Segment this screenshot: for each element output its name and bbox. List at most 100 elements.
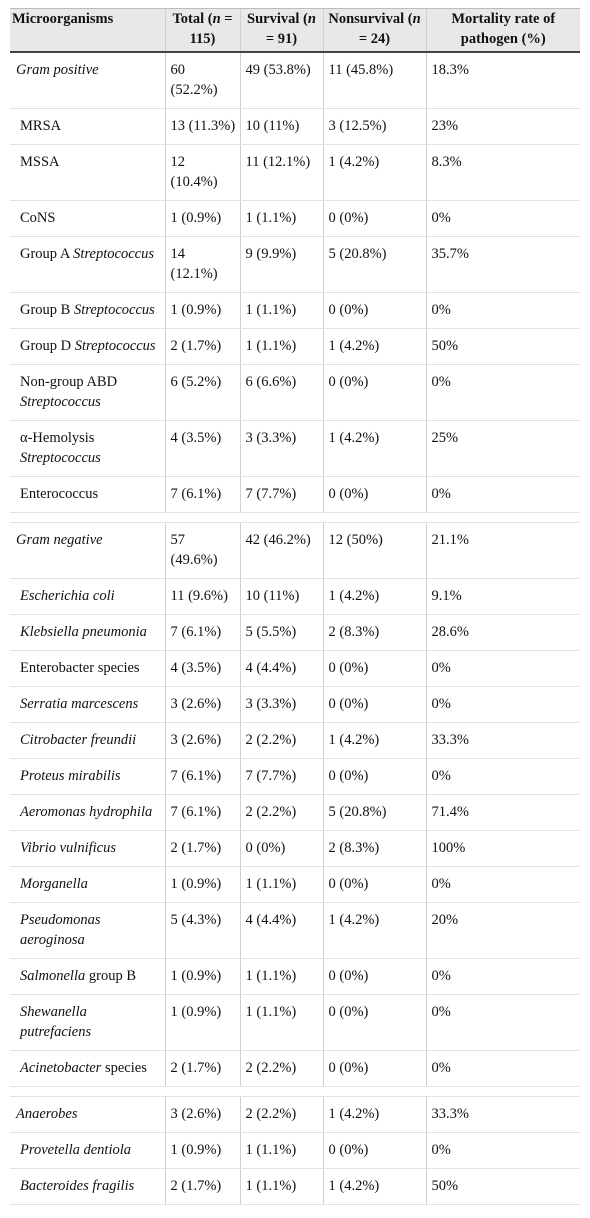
text-run: Group B: [20, 302, 74, 318]
header-cell: Mortality rate of pathogen (%): [425, 8, 580, 53]
row-label: Shewanella putrefaciens: [10, 994, 165, 1051]
row-label: Provetella dentiola: [10, 1132, 165, 1169]
gap-cell: [240, 512, 323, 523]
table-cell: 3 (12.5%): [322, 108, 426, 145]
table-row: Group A Streptococcus 14 (12.1%) 9 (9.9%) 5…: [10, 236, 580, 293]
table-cell: 0 (0%): [322, 1132, 426, 1169]
table-row: Provetella dentiola 1 (0.9%) 1 (1.1%) 0 (0%…: [10, 1132, 580, 1169]
table-cell: 0%: [425, 476, 580, 513]
text-run: Bacteroides fragilis: [20, 1178, 135, 1194]
gap-cell: [240, 1086, 323, 1097]
table-row: Non-group ABD Streptococcus 6 (5.2%) 6 (6.…: [10, 364, 580, 421]
row-label: Bacteroides fragilis: [10, 1168, 165, 1205]
gap-cell: [323, 1086, 426, 1097]
table-cell: 6 (6.6%): [239, 364, 323, 421]
table-cell: 1 (1.1%): [239, 200, 323, 237]
text-run: Gram positive: [16, 62, 99, 78]
row-label: Aeromonas hydrophila: [10, 794, 165, 831]
row-label: Acinetobacter species: [10, 1050, 165, 1087]
table-cell: 5 (20.8%): [322, 794, 426, 831]
gap-cell: [165, 512, 240, 523]
group-gap: [10, 512, 580, 523]
text-run: Salmonella: [20, 968, 86, 984]
table-cell: 0%: [425, 958, 580, 995]
table-row: Gram positive 60 (52.2%) 49 (53.8%) 11 (45.…: [10, 52, 580, 109]
text-run: n: [212, 11, 221, 27]
table-cell: 11 (9.6%): [164, 578, 240, 615]
row-label: Morganella: [10, 866, 165, 903]
table-cell: 0 (0%): [322, 958, 426, 995]
table-cell: 1 (0.9%): [164, 994, 240, 1051]
table-cell: 1 (1.1%): [239, 292, 323, 329]
table-cell: 50%: [425, 1168, 580, 1205]
text-run: Morganella: [20, 876, 88, 892]
row-label: Enterobacter species: [10, 650, 165, 687]
table-cell: 0 (0%): [322, 686, 426, 723]
table-cell: 0 (0%): [322, 292, 426, 329]
table-cell: 3 (3.3%): [239, 686, 323, 723]
table-cell: 71.4%: [425, 794, 580, 831]
table-cell: 9.1%: [425, 578, 580, 615]
table-cell: 42 (46.2%): [239, 522, 323, 579]
table-row: MSSA 12 (10.4%) 11 (12.1%) 1 (4.2%) 8.3%: [10, 144, 580, 201]
header-cell: Nonsurvival (n = 24): [322, 8, 426, 53]
table-cell: 0%: [425, 292, 580, 329]
table-cell: 0 (0%): [322, 650, 426, 687]
row-label: Citrobacter freundii: [10, 722, 165, 759]
table-cell: 60 (52.2%): [164, 52, 240, 109]
table-cell: 1 (1.1%): [239, 328, 323, 365]
table-cell: 5 (20.8%): [322, 236, 426, 293]
header-cell: Microorganisms: [10, 8, 165, 53]
table-cell: 4 (4.4%): [239, 650, 323, 687]
table-cell: 4 (4.4%): [239, 902, 323, 959]
table-cell: 0 (0%): [322, 476, 426, 513]
table-cell: 1 (4.2%): [322, 144, 426, 201]
row-label: Pseudomonas aeroginosa: [10, 902, 165, 959]
table-row: Group B Streptococcus 1 (0.9%) 1 (1.1%) 0 (…: [10, 292, 580, 329]
table-cell: 1 (4.2%): [322, 722, 426, 759]
gap-cell: [426, 512, 580, 523]
table-cell: 35.7%: [425, 236, 580, 293]
text-run: Citrobacter freundii: [20, 732, 137, 748]
text-run: Survival (: [247, 11, 308, 27]
table-cell: 7 (6.1%): [164, 758, 240, 795]
table-row: Serratia marcescens 3 (2.6%) 3 (3.3%) 0 (0%…: [10, 686, 580, 723]
row-label: Gram negative: [10, 522, 165, 579]
table-cell: 2 (1.7%): [164, 1168, 240, 1205]
table-cell: 4 (3.5%): [164, 650, 240, 687]
table-cell: 0 (0%): [322, 1050, 426, 1087]
table-cell: 7 (7.7%): [239, 758, 323, 795]
table-cell: 7 (6.1%): [164, 614, 240, 651]
table-cell: 1 (1.1%): [239, 1168, 323, 1205]
text-run: Group D: [20, 338, 75, 354]
text-run: Proteus mirabilis: [20, 768, 121, 784]
header-row: Microorganisms Total (n = 115) Survival (n…: [10, 8, 580, 53]
row-label: Vibrio vulnificus: [10, 830, 165, 867]
gap-cell: [426, 1086, 580, 1097]
table-cell: 20%: [425, 902, 580, 959]
text-run: Mortality rate of pathogen (%): [451, 11, 556, 47]
text-run: MRSA: [20, 118, 62, 134]
table-cell: 2 (8.3%): [322, 614, 426, 651]
table-cell: 1 (1.1%): [239, 994, 323, 1051]
text-run: Anaerobes: [16, 1106, 78, 1122]
table-cell: 12 (50%): [322, 522, 426, 579]
table-cell: 2 (2.2%): [239, 1096, 323, 1133]
table-cell: 18.3%: [425, 52, 580, 109]
gap-cell: [10, 1086, 165, 1097]
text-run: Total (: [172, 11, 213, 27]
table-cell: 21.1%: [425, 522, 580, 579]
table-cell: 3 (2.6%): [164, 1096, 240, 1133]
table-row: α-Hemolysis Streptococcus 4 (3.5%) 3 (3.3%…: [10, 420, 580, 477]
row-label: Group A Streptococcus: [10, 236, 165, 293]
table-cell: 3 (3.3%): [239, 420, 323, 477]
row-label: Salmonella group B: [10, 958, 165, 995]
table-cell: 4 (3.5%): [164, 420, 240, 477]
table-row: Proteus mirabilis 7 (6.1%) 7 (7.7%) 0 (0%) 0…: [10, 758, 580, 795]
table-row: Anaerobes 3 (2.6%) 2 (2.2%) 1 (4.2%) 33.3%: [10, 1096, 580, 1133]
table-cell: 2 (1.7%): [164, 328, 240, 365]
table-cell: 1 (0.9%): [164, 866, 240, 903]
table-cell: 25%: [425, 420, 580, 477]
table-cell: 2 (2.2%): [239, 722, 323, 759]
